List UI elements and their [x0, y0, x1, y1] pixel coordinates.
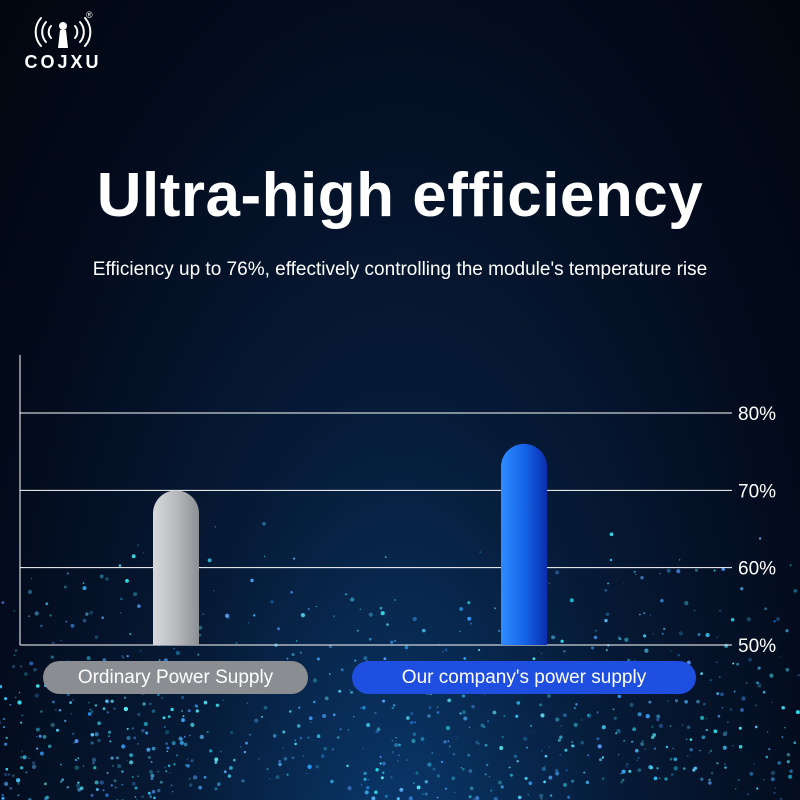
- category-label-company: Our company's power supply: [352, 661, 696, 694]
- category-label-ordinary: Ordinary Power Supply: [43, 661, 308, 694]
- y-tick-label: 80%: [738, 404, 776, 425]
- efficiency-bar-chart: 50% 60% 70% 80%: [19, 355, 776, 657]
- y-tick-label: 60%: [738, 559, 776, 580]
- antenna-icon: [34, 17, 92, 48]
- brand-name: COJXU: [24, 52, 102, 72]
- y-tick-label: 70%: [738, 481, 776, 502]
- page-subtitle: Efficiency up to 76%, effectively contro…: [92, 259, 708, 280]
- registered-mark: ®: [86, 10, 93, 20]
- y-tick-label: 50%: [738, 636, 776, 657]
- brand-logo: ® COJXU: [18, 10, 108, 74]
- page-title: Ultra-high efficiency: [96, 161, 704, 230]
- bar-company-power-supply: [501, 443, 547, 645]
- bar-ordinary-power-supply: [153, 490, 199, 645]
